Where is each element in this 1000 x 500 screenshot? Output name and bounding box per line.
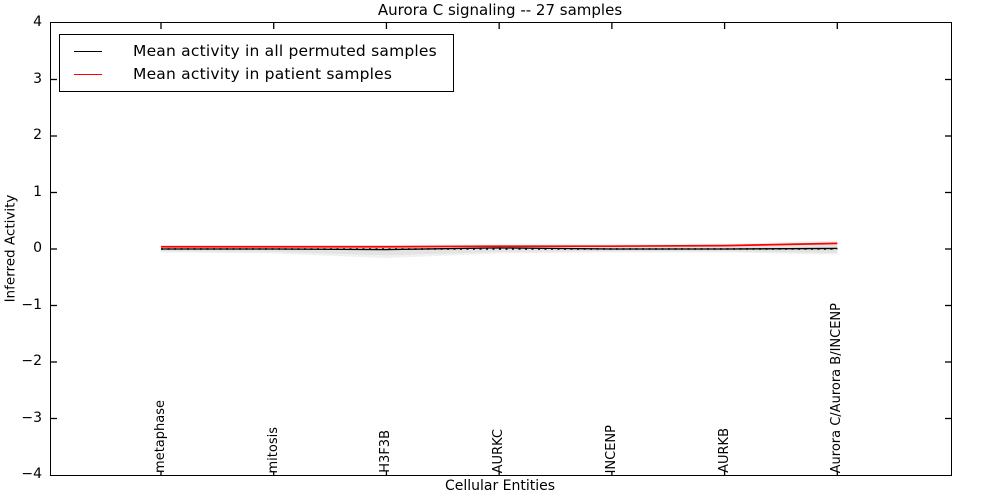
- x-tick-label: AURKC: [491, 428, 507, 473]
- plot-area: metaphase mitosis H3F3B AURKC INCENP AURKB Aur…: [50, 22, 952, 476]
- y-tick-label: −1: [21, 296, 42, 313]
- x-tick-label: mitosis: [265, 426, 281, 473]
- permuted-line-swatch: [74, 50, 102, 52]
- chart-title: Aurora C signaling -- 27 samples: [377, 1, 623, 19]
- x-tick-label: Aurora C/Aurora B/INCENP: [829, 302, 845, 473]
- y-tick-label: 3: [33, 70, 42, 87]
- y-tick-label: 4: [33, 14, 42, 30]
- series-line-1: [161, 242, 838, 248]
- x-axis-label: Cellular Entities: [444, 478, 556, 494]
- x-tick-label: H3F3B: [378, 430, 394, 473]
- legend-label-patient: Mean activity in patient samples: [133, 65, 393, 83]
- legend: Mean activity in all permuted samples Me…: [59, 34, 454, 92]
- x-tick-label: metaphase: [153, 400, 168, 473]
- y-tick-label: −3: [21, 409, 42, 426]
- y-tick-label: −2: [21, 353, 42, 369]
- y-tick-label: −4: [21, 466, 42, 482]
- legend-entry-patient: Mean activity in patient samples: [74, 65, 437, 83]
- plot-canvas: [51, 23, 951, 475]
- legend-entry-permuted: Mean activity in all permuted samples: [74, 42, 437, 60]
- y-tick-label: 2: [33, 127, 42, 143]
- x-tick-label: INCENP: [603, 424, 619, 473]
- y-tick-label: 1: [33, 183, 42, 200]
- patient-line-swatch: [74, 73, 102, 75]
- series-line-0: [161, 247, 838, 251]
- x-tick-label: AURKB: [716, 428, 732, 473]
- y-tick-label: 0: [33, 240, 42, 256]
- legend-label-permuted: Mean activity in all permuted samples: [133, 42, 437, 60]
